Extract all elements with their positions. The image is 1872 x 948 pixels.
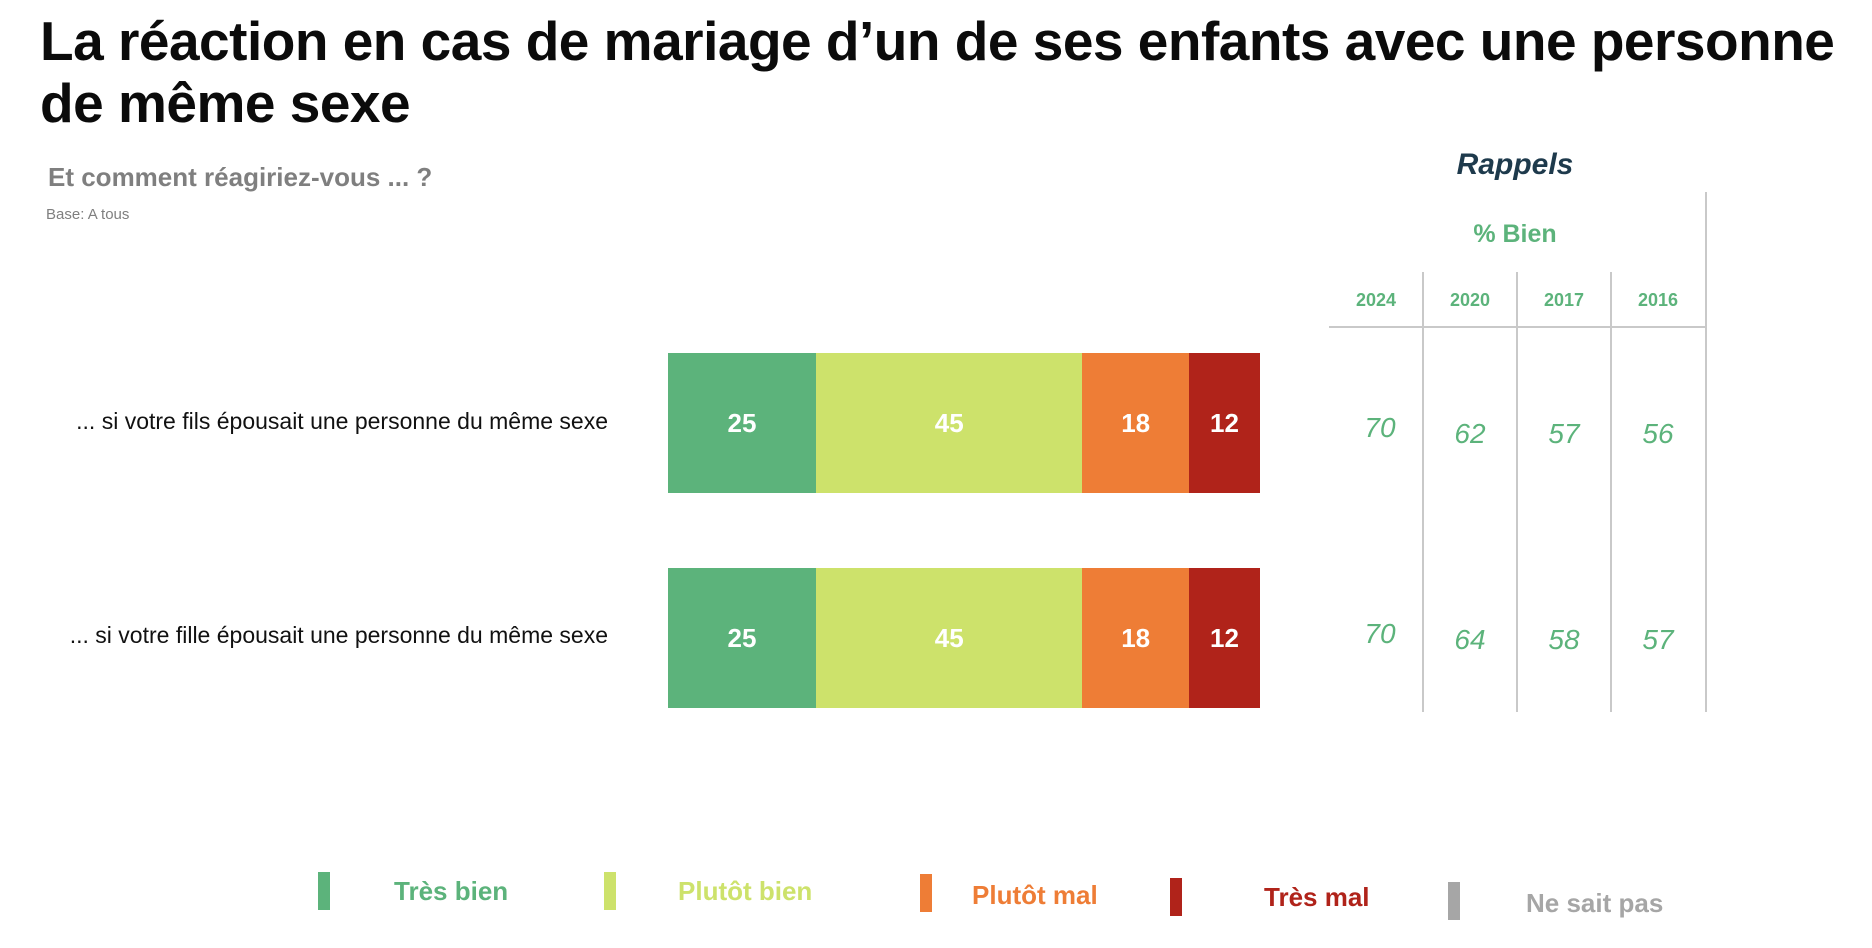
question-subtitle: Et comment réagiriez-vous ... ?	[48, 162, 433, 192]
legend-swatch-plutot-bien	[604, 872, 616, 910]
data-label: 18	[1121, 407, 1151, 438]
legend-label-plutot-mal: Plutôt mal	[972, 880, 1098, 910]
bar-segment-tres-bien: 25	[668, 353, 816, 493]
rappel-value: 57	[1548, 418, 1580, 449]
rappel-value: 62	[1454, 418, 1486, 449]
stacked-bar-fille: 25 45 18 12	[668, 568, 1260, 708]
stacked-bar-fils: 25 45 18 12	[668, 353, 1260, 493]
year-header-2020: 2020	[1449, 290, 1491, 310]
rappel-value: 70	[1364, 412, 1396, 443]
table-divider	[1516, 272, 1518, 712]
year-header-2016: 2016	[1637, 290, 1679, 310]
bar-segment-tres-mal: 12	[1188, 568, 1260, 708]
rappel-value: 56	[1642, 418, 1674, 449]
legend-label-ne-sait_pas: Ne sait pas	[1526, 888, 1664, 918]
legend-label-plutot-bien: Plutôt bien	[678, 876, 813, 906]
row-label-fille: ... si votre fille épousait une personne…	[69, 622, 608, 648]
bar-segment-plutot-mal: 18	[1082, 353, 1189, 493]
legend-swatch-tres-mal	[1170, 878, 1182, 916]
data-label: 25	[727, 407, 757, 438]
rappel-value: 64	[1454, 624, 1486, 655]
rappel-value: 57	[1642, 624, 1674, 655]
year-header-2024: 2024	[1355, 290, 1397, 310]
data-label: 12	[1210, 622, 1239, 653]
legend-swatch-plutot-mal	[920, 874, 932, 912]
bar-segment-plutot-mal: 18	[1082, 568, 1189, 708]
data-label: 45	[934, 407, 964, 438]
table-divider	[1610, 272, 1612, 712]
base-note: Base: A tous	[46, 206, 130, 223]
table-header-rule	[1329, 326, 1707, 328]
table-divider	[1422, 272, 1424, 712]
bar-segment-tres-bien: 25	[668, 568, 816, 708]
bien-subtitle: % Bien	[1473, 220, 1557, 248]
year-header-2017: 2017	[1543, 290, 1585, 310]
rappels-title: Rappels	[1456, 148, 1574, 181]
legend-swatch-tres-bien	[318, 872, 330, 910]
row-label-fils: ... si votre fils épousait une personne …	[76, 408, 608, 434]
bar-segment-tres-mal: 12	[1188, 353, 1260, 493]
table-divider	[1705, 192, 1707, 712]
legend-label-tres-mal: Très mal	[1264, 882, 1370, 912]
data-label: 45	[934, 622, 964, 653]
bar-segment-plutot-bien: 45	[816, 568, 1083, 708]
bar-segment-plutot-bien: 45	[816, 353, 1083, 493]
data-label: 25	[727, 622, 757, 653]
data-label: 12	[1210, 407, 1239, 438]
rappel-value: 70	[1364, 618, 1396, 649]
legend-swatch-ne-sait_pas	[1448, 882, 1460, 920]
data-label: 18	[1121, 622, 1151, 653]
chart-title: La réaction en cas de mariage d’un de se…	[40, 10, 1835, 134]
legend-label-tres-bien: Très bien	[394, 876, 509, 906]
rappel-value: 58	[1548, 624, 1580, 655]
